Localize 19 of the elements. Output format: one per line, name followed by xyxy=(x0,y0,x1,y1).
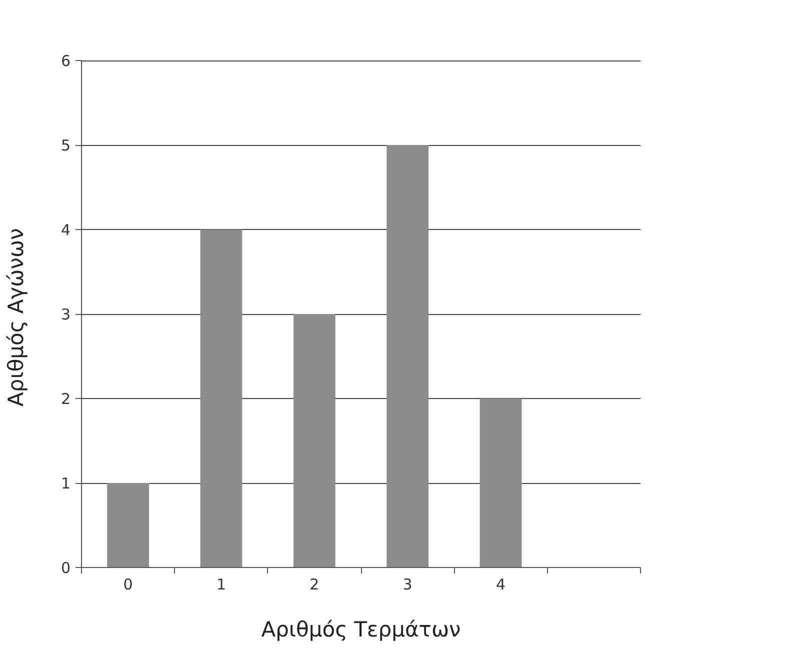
y-tick-label: 2 xyxy=(60,390,71,408)
bar xyxy=(200,230,242,568)
x-tick-label: 0 xyxy=(123,576,133,594)
bar xyxy=(480,398,522,568)
y-tick-label: 4 xyxy=(60,221,71,239)
bar xyxy=(107,483,150,568)
y-tick-label: 0 xyxy=(60,559,71,577)
bar xyxy=(293,314,336,568)
y-tick-label: 3 xyxy=(60,306,71,324)
x-tick-label: 3 xyxy=(402,576,412,594)
y-tick-label: 5 xyxy=(60,136,71,154)
y-tick-label: 6 xyxy=(60,52,71,70)
x-tick-label: 4 xyxy=(496,576,506,594)
y-axis-title: Αριθμός Αγώνων xyxy=(4,228,28,406)
x-axis-title: Αριθμός Τερμάτων xyxy=(261,618,461,642)
x-tick-label: 1 xyxy=(216,576,226,594)
y-tick-label: 1 xyxy=(60,474,71,492)
x-tick-label: 2 xyxy=(310,576,320,594)
bar xyxy=(386,145,429,568)
